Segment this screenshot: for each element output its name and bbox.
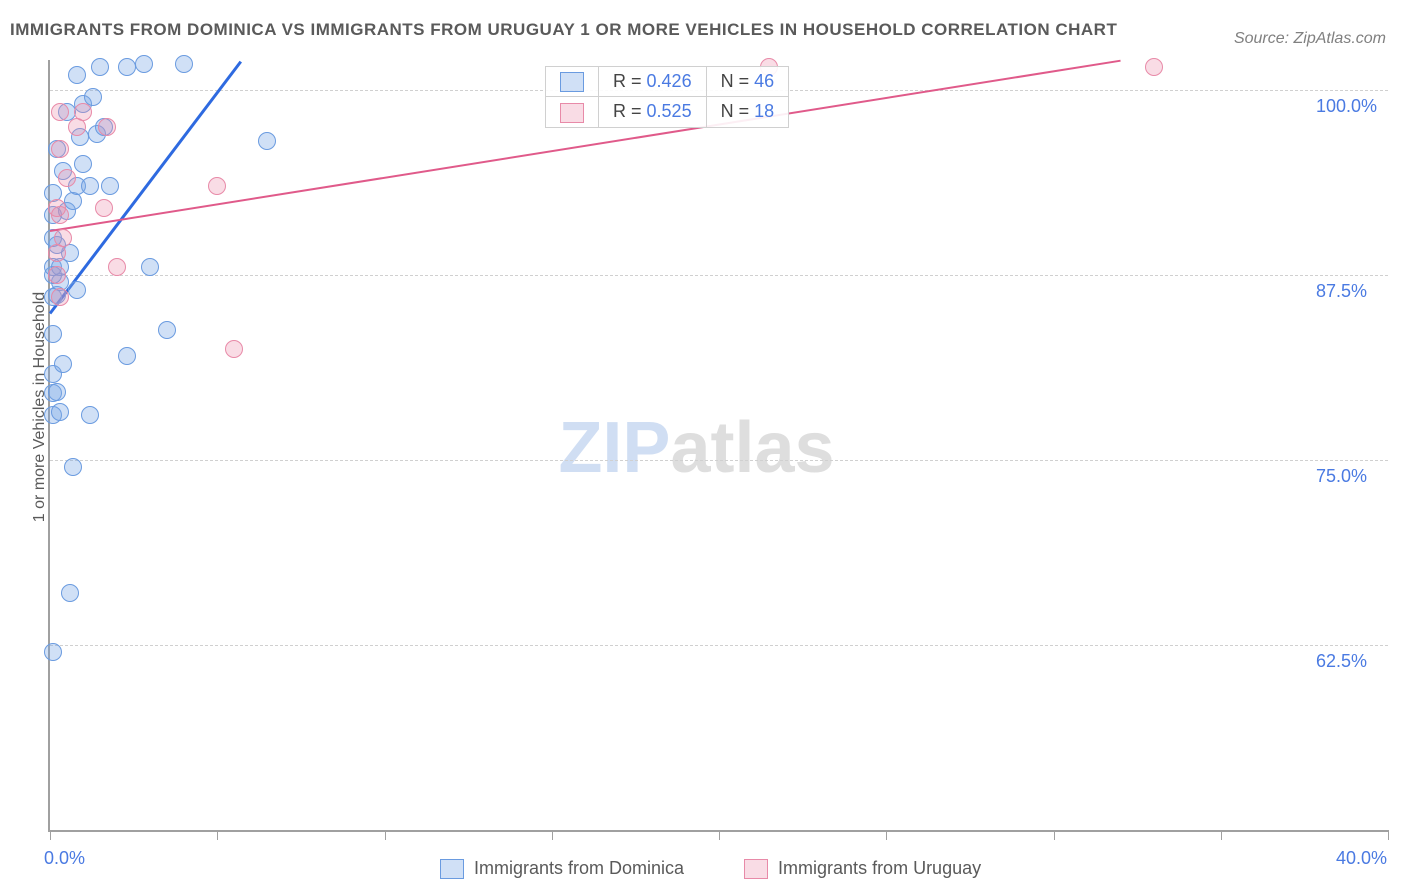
data-point-series-a [141,258,159,276]
y-gridline [50,460,1388,461]
chart-title-text: IMMIGRANTS FROM DOMINICA VS IMMIGRANTS F… [10,20,1117,39]
data-point-series-a [135,55,153,73]
data-point-series-a [158,321,176,339]
swatch-series-b [744,859,768,879]
stat-n-value-b: 18 [754,101,774,121]
y-tick-label: 75.0% [1316,466,1367,487]
data-point-series-b [74,103,92,121]
legend-label-a: Immigrants from Dominica [474,858,684,878]
legend-item-a: Immigrants from Dominica [440,858,684,879]
stat-n-label: N = [721,71,750,91]
chart-plot-area: ZIPatlas [48,60,1388,832]
x-tick [1221,830,1222,840]
x-tick [385,830,386,840]
data-point-series-b [48,266,66,284]
data-point-series-b [48,199,66,217]
data-point-series-a [81,177,99,195]
data-point-series-b [98,118,116,136]
data-point-series-a [118,58,136,76]
x-tick [886,830,887,840]
data-point-series-a [91,58,109,76]
data-point-series-a [54,355,72,373]
data-point-series-b [51,288,69,306]
swatch-series-a [440,859,464,879]
x-tick [552,830,553,840]
source-label: Source: [1234,30,1289,47]
x-tick [719,830,720,840]
watermark: ZIPatlas [558,407,834,489]
data-point-series-b [51,140,69,158]
x-tick [1054,830,1055,840]
x-tick [1388,830,1389,840]
swatch-series-b [560,103,584,123]
x-tick-label: 0.0% [44,848,85,869]
stat-r-value-b: 0.525 [647,101,692,121]
data-point-series-a [44,325,62,343]
stat-r-label: R = [613,71,642,91]
data-point-series-a [118,347,136,365]
data-point-series-a [61,584,79,602]
y-tick-label: 100.0% [1316,96,1377,117]
data-point-series-b [208,177,226,195]
data-point-series-b [108,258,126,276]
data-point-series-a [74,155,92,173]
stat-n-value-a: 46 [754,71,774,91]
data-point-series-a [48,383,66,401]
y-tick-label: 62.5% [1316,651,1367,672]
stats-row-series-b: R = 0.525 N = 18 [546,97,789,127]
legend-label-b: Immigrants from Uruguay [778,858,981,878]
swatch-series-a [560,72,584,92]
legend-item-b: Immigrants from Uruguay [744,858,981,879]
data-point-series-a [81,406,99,424]
data-point-series-a [64,458,82,476]
x-tick-label: 40.0% [1336,848,1387,869]
data-point-series-b [225,340,243,358]
data-point-series-a [258,132,276,150]
stat-n-label: N = [721,101,750,121]
data-point-series-a [101,177,119,195]
watermark-atlas: atlas [670,408,834,488]
data-point-series-b [1145,58,1163,76]
data-point-series-b [51,103,69,121]
stat-r-value-a: 0.426 [647,71,692,91]
data-point-series-a [68,281,86,299]
series-legend: Immigrants from Dominica Immigrants from… [440,858,981,879]
y-tick-label: 87.5% [1316,281,1367,302]
stat-r-label: R = [613,101,642,121]
data-point-series-a [44,643,62,661]
data-point-series-b [54,229,72,247]
x-tick [50,830,51,840]
x-tick [217,830,218,840]
chart-title: IMMIGRANTS FROM DOMINICA VS IMMIGRANTS F… [10,20,1117,40]
data-point-series-b [95,199,113,217]
y-axis-label: 1 or more Vehicles in Household [31,277,49,537]
y-gridline [50,275,1388,276]
data-point-series-a [51,403,69,421]
data-point-series-a [68,66,86,84]
correlation-stats-box: R = 0.426 N = 46 R = 0.525 N = 18 [545,66,789,128]
source-value: ZipAtlas.com [1294,30,1386,47]
y-gridline [50,645,1388,646]
source-attribution: Source: ZipAtlas.com [1234,30,1386,48]
stats-row-series-a: R = 0.426 N = 46 [546,67,789,97]
data-point-series-a [175,55,193,73]
watermark-zip: ZIP [558,408,670,488]
